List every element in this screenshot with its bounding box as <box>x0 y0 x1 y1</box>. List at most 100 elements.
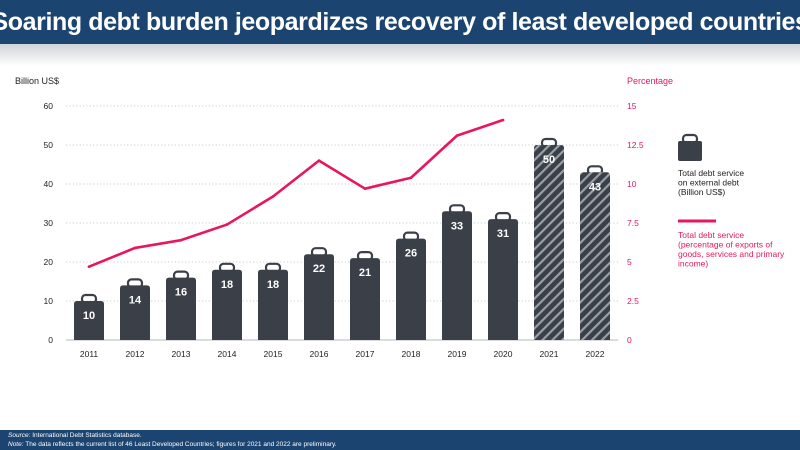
bar-value-label: 10 <box>83 310 95 322</box>
bar-2019: 33 <box>442 204 472 340</box>
bar-value-label: 14 <box>129 294 142 306</box>
line-point <box>87 265 91 268</box>
bar-value-label: 18 <box>267 279 279 291</box>
x-tick-label: 2022 <box>586 349 605 359</box>
right-tick-label: 2.5 <box>627 296 639 306</box>
line-point <box>179 238 183 242</box>
legend-bar-label: on external debt <box>678 178 740 188</box>
bar-2017: 21 <box>350 251 380 340</box>
source-label: Source: <box>8 432 31 439</box>
line-point <box>225 223 229 226</box>
line-point <box>455 134 459 137</box>
bar-2014: 18 <box>212 262 242 340</box>
bar-body <box>580 172 610 340</box>
left-tick-label: 50 <box>44 140 54 150</box>
bar-2022: 43 <box>580 165 610 340</box>
note-text: The data reflects the current list of 46… <box>23 441 337 448</box>
bar-2015: 18 <box>258 262 288 340</box>
bar-2013: 16 <box>166 270 196 340</box>
bar-body <box>166 277 196 340</box>
right-tick-label: 10 <box>627 179 637 189</box>
legend-line-item: Total debt service(percentage of exports… <box>678 219 785 269</box>
x-tick-label: 2019 <box>448 349 467 359</box>
left-tick-label: 60 <box>44 101 54 111</box>
title-banner-shadow <box>0 44 800 66</box>
debt-ratio-line <box>87 118 505 268</box>
bar-value-label: 18 <box>221 279 233 291</box>
bar-body <box>304 254 334 340</box>
bar-body <box>488 219 518 340</box>
x-tick-label: 2017 <box>356 349 375 359</box>
bar-body <box>350 258 380 340</box>
bar-2021: 50 <box>534 137 564 340</box>
x-tick-label: 2011 <box>80 349 99 359</box>
right-tick-label: 7.5 <box>627 218 639 228</box>
line-point <box>363 187 367 190</box>
x-tick-label: 2013 <box>172 349 191 359</box>
left-tick-label: 10 <box>44 296 54 306</box>
bar-body <box>396 238 426 340</box>
x-tick-label: 2015 <box>264 349 283 359</box>
x-tick-label: 2018 <box>402 349 421 359</box>
left-tick-label: 40 <box>44 179 54 189</box>
footer: Source: International Debt Statistics da… <box>0 430 800 450</box>
bar-value-label: 50 <box>543 154 555 166</box>
bar-series: 10 14 16 18 18 22 21 26 33 31 50 43 <box>74 137 610 340</box>
x-tick-label: 2012 <box>126 349 145 359</box>
x-tick-label: 2021 <box>540 349 559 359</box>
bar-value-label: 31 <box>497 228 509 240</box>
bar-value-label: 22 <box>313 263 325 275</box>
left-tick-label: 20 <box>44 257 54 267</box>
bar-2016: 22 <box>304 247 334 340</box>
source-text: International Debt Statistics database. <box>30 432 142 439</box>
bar-value-label: 16 <box>175 287 187 299</box>
bar-body <box>258 269 288 340</box>
line-point <box>409 176 413 180</box>
legend-bar-label: (Billion US$) <box>678 187 725 197</box>
title-banner: Soaring debt burden jeopardizes recovery… <box>0 0 800 44</box>
bar-body <box>74 301 104 340</box>
right-tick-label: 5 <box>627 257 632 267</box>
bar-body <box>120 285 150 340</box>
legend-line-label: (percentage of exports of <box>678 240 773 250</box>
x-tick-label: 2014 <box>218 349 237 359</box>
bar-value-label: 33 <box>451 220 463 232</box>
bar-2011: 10 <box>74 293 104 340</box>
bar-body <box>212 269 242 340</box>
right-tick-label: 15 <box>627 101 637 111</box>
bar-body <box>442 211 472 340</box>
data-note: Note: The data reflects the current list… <box>8 441 337 448</box>
chart-title: Soaring debt burden jeopardizes recovery… <box>0 7 800 36</box>
bar-value-label: 26 <box>405 248 417 260</box>
bar-value-label: 43 <box>589 181 601 193</box>
x-tick-label: 2016 <box>310 349 329 359</box>
left-tick-label: 30 <box>44 218 54 228</box>
axes: 0 10 20 30 40 50 60 0 2.5 5 7.5 10 12.5 15 Billion US$… <box>15 76 673 359</box>
bar-2012: 14 <box>120 278 150 340</box>
left-axis-title: Billion US$ <box>15 76 59 86</box>
bar-2020: 31 <box>488 212 518 340</box>
bar-body <box>534 145 564 340</box>
legend-line-label: income) <box>678 259 708 269</box>
left-tick-label: 0 <box>48 335 53 345</box>
weight-icon <box>678 141 702 161</box>
line-point <box>501 118 505 122</box>
gridlines <box>66 105 618 302</box>
line-point <box>317 159 321 162</box>
legend-bar-label: Total debt service <box>678 168 744 178</box>
line-point <box>133 246 137 250</box>
right-tick-label: 12.5 <box>627 140 644 150</box>
x-tick-label: 2020 <box>494 349 513 359</box>
note-label: Note: <box>8 441 24 448</box>
right-tick-label: 0 <box>627 335 632 345</box>
legend-line-label: Total debt service <box>678 230 744 240</box>
line-series <box>87 118 505 268</box>
source-note: Source: International Debt Statistics da… <box>8 432 142 439</box>
legend-line-label: goods, services and primary <box>678 249 785 259</box>
bar-2018: 26 <box>396 231 426 340</box>
right-axis-title: Percentage <box>627 76 673 86</box>
debt-chart: 0 10 20 30 40 50 60 0 2.5 5 7.5 10 12.5 15 Billion US$… <box>15 76 785 359</box>
